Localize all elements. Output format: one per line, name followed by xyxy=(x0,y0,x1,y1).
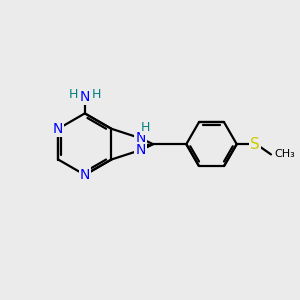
Text: N: N xyxy=(136,131,146,145)
Text: H: H xyxy=(141,121,151,134)
Text: N: N xyxy=(80,168,90,182)
Text: CH₃: CH₃ xyxy=(274,149,295,159)
Text: N: N xyxy=(53,122,63,136)
Text: S: S xyxy=(250,136,260,152)
Text: H: H xyxy=(91,88,101,101)
Text: N: N xyxy=(136,143,146,157)
Text: H: H xyxy=(69,88,78,101)
Text: N: N xyxy=(80,90,90,104)
